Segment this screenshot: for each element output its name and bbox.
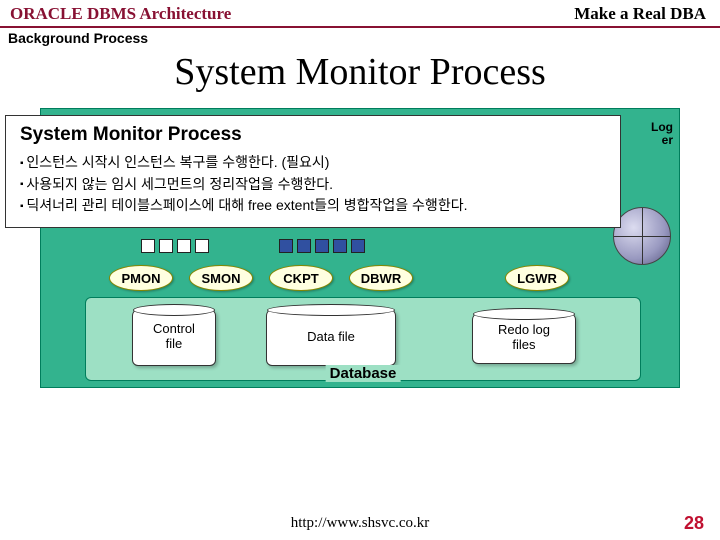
footer-url: http://www.shsvc.co.kr [291,515,430,532]
callout-list: 인스턴스 시작시 인스턴스 복구를 수행한다. (필요시) 사용되지 않는 임시… [20,152,608,217]
cylinder-control: Control file [132,308,216,366]
header-left-title: ORACLE DBMS Architecture [10,4,231,24]
callout-bullet: 딕셔너리 관리 테이블스페이스에 대해 free extent들의 병합작업을 … [20,195,608,217]
mem-block [141,239,155,253]
cylinder-data-label: Data file [307,330,355,345]
page-number: 28 [684,513,704,534]
cylinder-data: Data file [266,308,396,366]
header-right-title: Make a Real DBA [574,4,706,24]
log-tag-line2: er [651,134,673,147]
mem-block [195,239,209,253]
callout-box: System Monitor Process 인스턴스 시작시 인스턴스 복구를… [5,115,621,228]
cylinder-redo-label: Redo log files [498,323,550,353]
mem-block [333,239,347,253]
process-pmon: PMON [109,265,173,291]
mem-block [297,239,311,253]
header-bar: ORACLE DBMS Architecture Make a Real DBA [0,0,720,28]
mem-block [315,239,329,253]
subtitle: Background Process [0,28,720,46]
cylinder-redo: Redo log files [472,312,576,364]
process-dbwr: DBWR [349,265,413,291]
callout-bullet: 인스턴스 시작시 인스턴스 복구를 수행한다. (필요시) [20,152,608,174]
log-tag: Log er [651,121,673,147]
process-ckpt: CKPT [269,265,333,291]
callout-title: System Monitor Process [20,124,608,146]
process-smon: SMON [189,265,253,291]
database-label: Database [326,365,401,382]
mem-block [279,239,293,253]
process-row: PMON SMON CKPT DBWR LGWR [109,265,569,291]
process-lgwr: LGWR [505,265,569,291]
mem-block [159,239,173,253]
callout-bullet: 사용되지 않는 임시 세그먼트의 정리작업을 수행한다. [20,174,608,196]
cylinder-control-label: Control file [153,322,195,352]
wheel-icon [613,207,671,265]
memory-blocks [141,239,365,253]
main-title: System Monitor Process [0,46,720,108]
diagram-area: Log er System Monitor Process 인스턴스 시작시 인… [40,108,680,388]
database-group: Control file Data file Redo log files Da… [85,297,641,381]
mem-block [177,239,191,253]
mem-block [351,239,365,253]
block-row-white [141,239,209,253]
block-row-blue [279,239,365,253]
